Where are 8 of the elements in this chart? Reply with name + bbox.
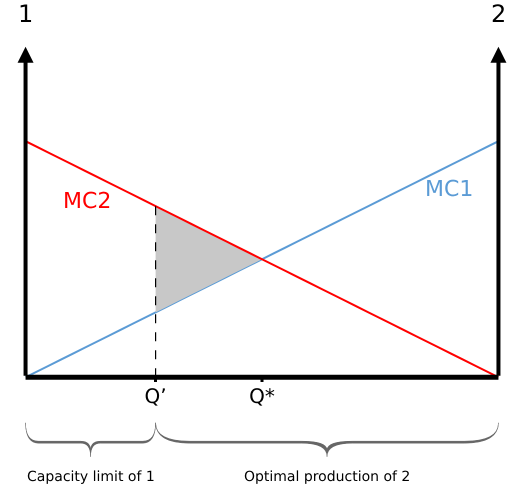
- y2-axis-title: 2: [491, 0, 506, 28]
- text: Capacity limit of 1: [27, 469, 155, 485]
- x-tick-label: Q’: [144, 384, 167, 408]
- text: Optimal production of 2: [244, 469, 410, 485]
- series-label: MC1: [425, 177, 474, 202]
- y-axis-title: 1: [18, 0, 34, 28]
- x-tick-label: Q*: [249, 384, 275, 408]
- series-label: MC2: [63, 189, 112, 214]
